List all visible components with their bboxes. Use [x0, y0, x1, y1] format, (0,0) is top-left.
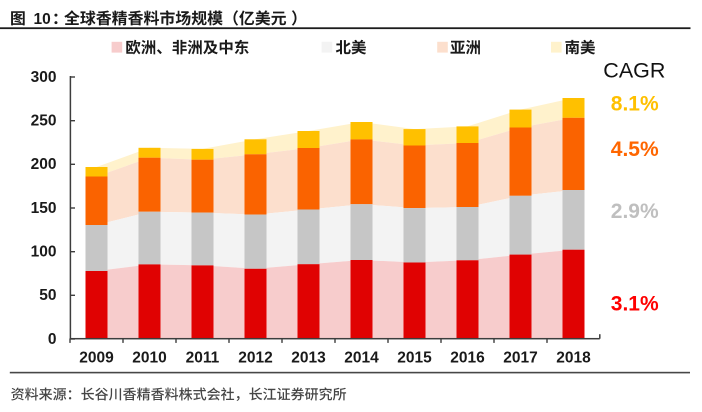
svg-text:2.9%: 2.9%: [611, 200, 659, 223]
svg-text:2014: 2014: [344, 350, 379, 367]
svg-text:200: 200: [31, 156, 57, 173]
svg-text:10: 10: [34, 11, 51, 28]
svg-text:2017: 2017: [503, 350, 537, 367]
svg-text:150: 150: [31, 200, 57, 217]
svg-text:0: 0: [48, 331, 57, 348]
svg-text:2015: 2015: [397, 350, 432, 367]
svg-text:50: 50: [39, 287, 56, 304]
svg-text:2018: 2018: [556, 350, 591, 367]
svg-text:8.1%: 8.1%: [611, 93, 659, 116]
svg-text:2009: 2009: [79, 350, 114, 367]
svg-text:250: 250: [31, 113, 57, 130]
svg-text:2016: 2016: [450, 350, 485, 367]
svg-text:100: 100: [31, 244, 57, 261]
svg-text:CAGR: CAGR: [603, 58, 665, 82]
svg-text:2011: 2011: [186, 350, 220, 367]
svg-text:2010: 2010: [132, 350, 166, 367]
svg-text:300: 300: [31, 69, 57, 86]
svg-text:4.5%: 4.5%: [611, 138, 659, 161]
svg-text:3.1%: 3.1%: [611, 292, 659, 315]
svg-text:2013: 2013: [291, 350, 326, 367]
svg-text:2012: 2012: [238, 350, 272, 367]
